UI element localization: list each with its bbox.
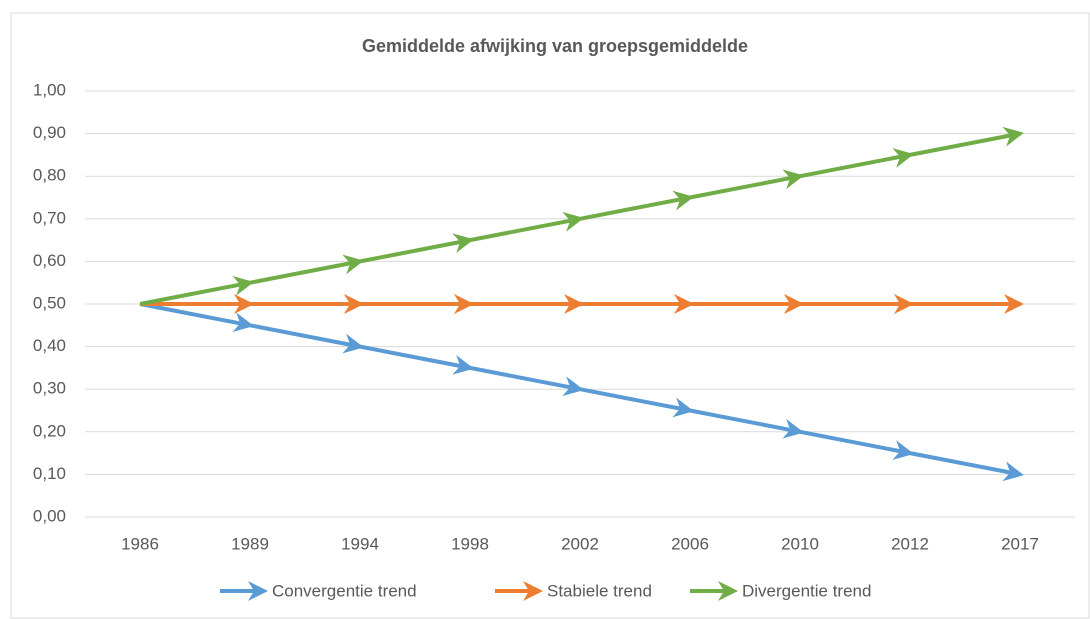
x-tick-label: 1986 [121,534,159,553]
x-tick-label: 2010 [781,534,819,553]
y-tick-label: 0,40 [33,336,66,355]
x-tick-label: 2002 [561,534,599,553]
y-tick-label: 0,20 [33,421,66,440]
y-tick-label: 0,80 [33,166,66,185]
x-tick-label: 1989 [231,534,269,553]
y-tick-label: 0,70 [33,208,66,227]
y-tick-label: 0,30 [33,379,66,398]
y-tick-label: 0,90 [33,123,66,142]
x-tick-label: 2017 [1001,534,1039,553]
series-line [139,126,1024,306]
x-tick-label: 2006 [671,534,709,553]
legend-label: Convergentie trend [272,581,417,600]
legend-label: Divergentie trend [742,581,871,600]
y-tick-label: 0,10 [33,464,66,483]
legend-label: Stabiele trend [547,581,652,600]
y-tick-label: 0,50 [33,293,66,312]
chart-title: Gemiddelde afwijking van groepsgemiddeld… [362,36,748,56]
x-tick-label: 1994 [341,534,379,553]
chart-border [10,12,1090,619]
y-tick-label: 0,00 [33,506,66,525]
x-tick-label: 1998 [451,534,489,553]
series-line [139,302,1024,482]
x-tick-label: 2012 [891,534,929,553]
y-tick-label: 1,00 [33,80,66,99]
y-tick-label: 0,60 [33,251,66,270]
